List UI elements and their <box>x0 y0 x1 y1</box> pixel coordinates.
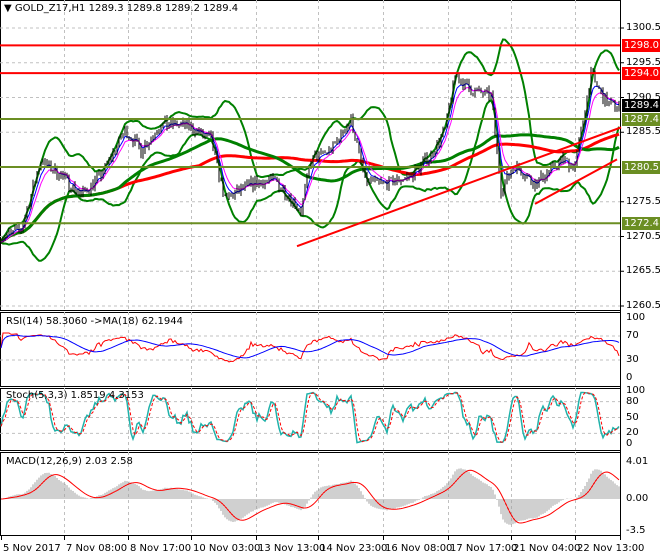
rsi-axis-label: 0 <box>626 372 633 383</box>
stoch-axis-label: 80 <box>626 395 639 407</box>
price-label: 1295.5 <box>626 56 660 68</box>
ma-fast-blue <box>0 83 620 243</box>
time-label: 13 Nov 13:00 <box>258 543 326 554</box>
level-tag: 1294.0 <box>622 67 660 81</box>
rsi-axis-label: 70 <box>626 330 639 341</box>
stoch-axis-label: 50 <box>626 411 639 423</box>
price-label: 1300.5 <box>626 22 660 33</box>
ma-mid-line <box>0 133 620 244</box>
stoch-signal-line <box>0 392 620 443</box>
time-label: 17 Nov 17:00 <box>450 543 518 554</box>
symbol-header: ▼ GOLD_Z17,H1 1289.3 1289.8 1289.2 1289.… <box>4 3 238 14</box>
rsi-line <box>0 332 620 363</box>
macd-axis-label: 4.01 <box>626 456 649 468</box>
rsi-axis-label: 100 <box>626 312 646 323</box>
bollinger-lower <box>0 98 620 262</box>
price-label: 1275.5 <box>626 195 660 207</box>
stoch-axis-label: 20 <box>626 427 639 439</box>
stoch-axis-label: 100 <box>626 385 646 396</box>
symbol-name: GOLD_Z17,H1 <box>14 3 86 14</box>
stoch-title: Stoch(5,3,3) 1.8519 4.3153 <box>6 390 144 401</box>
time-label: 5 Nov 2017 <box>3 543 61 554</box>
current-price-tag: 1289.4 <box>622 99 660 113</box>
dropdown-triangle-icon[interactable]: ▼ <box>4 3 12 14</box>
time-label: 7 Nov 08:00 <box>66 543 128 554</box>
price-label: 1260.5 <box>626 300 660 311</box>
macd-title: MACD(12,26,9) 2.03 2.58 <box>6 456 133 467</box>
ma-fast-magenta <box>0 86 620 243</box>
trendline <box>296 126 622 248</box>
panel-frame-0 <box>0 0 621 311</box>
price-label: 1265.5 <box>626 265 660 277</box>
time-label: 21 Nov 04:00 <box>513 543 581 554</box>
stoch-axis-label: 0 <box>626 438 633 449</box>
time-label: 10 Nov 03:00 <box>193 543 261 554</box>
rsi-title: RSI(14) 58.3060 ->MA(18) 62.1944 <box>6 316 183 327</box>
level-tag: 1298.0 <box>622 39 660 53</box>
price-label: 1290.5 <box>626 91 660 103</box>
level-tag: 1272.4 <box>622 217 660 231</box>
ohlc-values: 1289.3 1289.8 1289.2 1289.4 <box>88 3 239 14</box>
rsi-axis-label: 30 <box>626 354 639 365</box>
price-label: 1270.5 <box>626 230 660 242</box>
macd-axis-label: 0.00 <box>626 493 649 504</box>
time-label: 8 Nov 17:00 <box>130 543 192 554</box>
bollinger-upper <box>0 38 620 243</box>
price-label: 1285.5 <box>626 126 660 138</box>
level-tag: 1280.5 <box>622 161 660 174</box>
rsi-ma-line <box>0 334 620 359</box>
level-tag: 1287.4 <box>622 113 660 127</box>
macd-axis-label: -3.5 <box>626 525 646 537</box>
time-label: 22 Nov 13:00 <box>577 543 645 554</box>
trendline <box>534 158 618 205</box>
time-label: 16 Nov 08:00 <box>385 543 453 554</box>
macd-signal-line <box>0 469 620 524</box>
time-label: 14 Nov 23:00 <box>320 543 388 554</box>
